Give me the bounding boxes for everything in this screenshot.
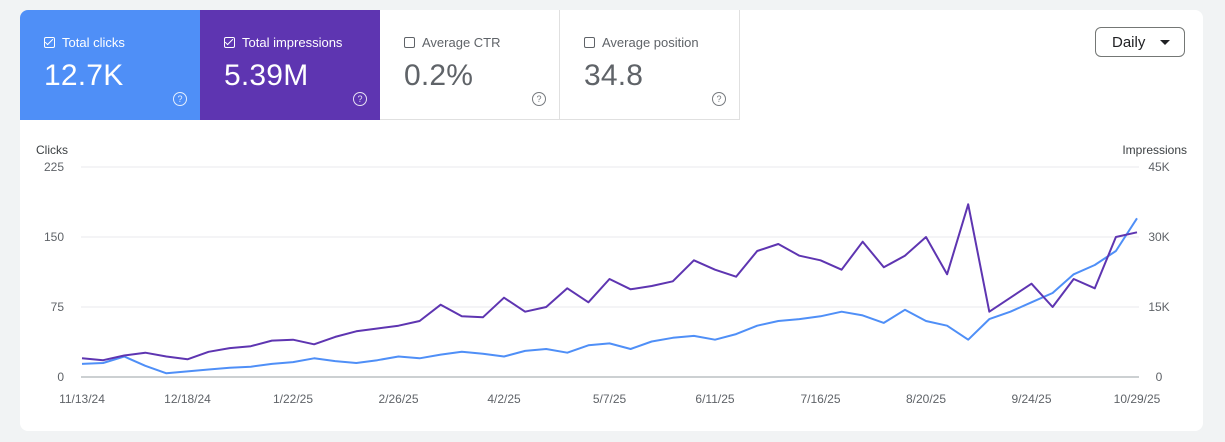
x-tick-label: 6/11/25 (695, 392, 734, 406)
metric-label-row: Average position (584, 35, 699, 50)
y-tick-label-left: 150 (44, 230, 64, 244)
checkbox-icon[interactable] (584, 37, 595, 48)
series-line-clicks (81, 217, 1138, 375)
y-tick-label-right: 0 (1156, 370, 1163, 384)
x-tick-label: 10/29/25 (1114, 392, 1161, 406)
metric-label: Average position (602, 35, 699, 50)
metric-label: Total impressions (242, 35, 343, 50)
help-circle-icon[interactable]: ? (353, 92, 367, 106)
y-axis-title-right: Impressions (1122, 143, 1187, 157)
metric-total-impressions[interactable]: Total impressions 5.39M ? (200, 10, 380, 120)
checkbox-icon[interactable] (44, 37, 55, 48)
metric-label: Total clicks (62, 35, 125, 50)
y-tick-label-left: 225 (44, 160, 64, 174)
metric-average-ctr[interactable]: Average CTR 0.2% ? (380, 10, 560, 120)
y-tick-label-right: 15K (1148, 300, 1169, 314)
x-tick-label: 7/16/25 (800, 392, 840, 406)
x-tick-label: 5/7/25 (593, 392, 627, 406)
metric-label-row: Total impressions (224, 35, 342, 50)
series-line-impressions (81, 203, 1138, 362)
metric-average-position[interactable]: Average position 34.8 ? (560, 10, 740, 120)
metric-label: Average CTR (422, 35, 501, 50)
y-tick-label-right: 45K (1148, 160, 1169, 174)
metric-tabs: Total clicks 12.7K ? Total impressions 5… (20, 10, 740, 120)
metric-value: 0.2% (404, 59, 474, 92)
x-tick-label: 9/24/25 (1011, 392, 1051, 406)
x-tick-label: 2/26/25 (378, 392, 418, 406)
metric-value: 12.7K (44, 59, 124, 92)
metric-total-clicks[interactable]: Total clicks 12.7K ? (20, 10, 200, 120)
y-tick-label-left: 0 (57, 370, 64, 384)
period-dropdown[interactable]: Daily (1095, 27, 1185, 57)
x-tick-label: 4/2/25 (487, 392, 521, 406)
x-tick-label: 12/18/24 (164, 392, 211, 406)
help-circle-icon[interactable]: ? (712, 92, 726, 106)
performance-card: Total clicks 12.7K ? Total impressions 5… (20, 10, 1203, 431)
metric-value: 34.8 (584, 59, 644, 92)
x-tick-label: 11/13/24 (59, 392, 105, 406)
checkbox-icon[interactable] (224, 37, 235, 48)
help-circle-icon[interactable]: ? (173, 92, 187, 106)
checkbox-icon[interactable] (404, 37, 415, 48)
y-axis-title-left: Clicks (36, 143, 68, 157)
y-tick-label-right: 30K (1148, 230, 1169, 244)
metric-label-row: Average CTR (404, 35, 501, 50)
y-tick-label-left: 75 (51, 300, 65, 314)
caret-down-icon (1160, 40, 1170, 45)
metric-value: 5.39M (224, 59, 309, 92)
period-dropdown-value: Daily (1112, 33, 1146, 51)
metric-label-row: Total clicks (44, 35, 125, 50)
x-tick-label: 8/20/25 (906, 392, 946, 406)
x-tick-label: 1/22/25 (273, 392, 313, 406)
help-circle-icon[interactable]: ? (532, 92, 546, 106)
performance-chart: 225 45K 150 30K 75 15K 0 0 Clicks Impressions 11/1… (36, 143, 1187, 406)
